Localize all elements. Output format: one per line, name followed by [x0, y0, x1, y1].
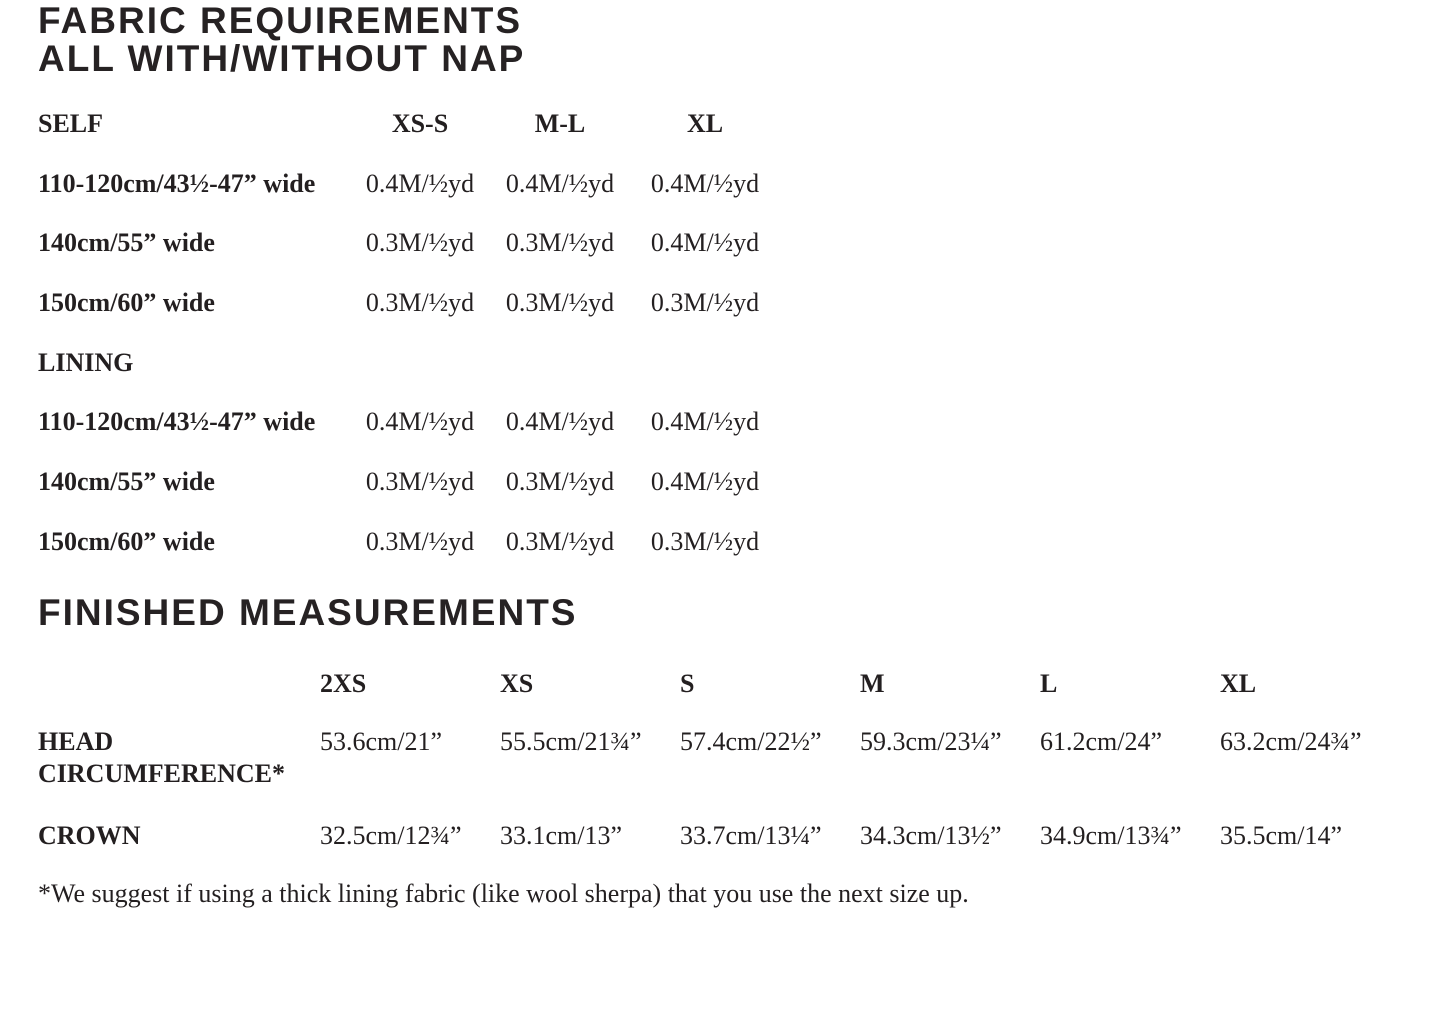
fabric-amount: 0.3M/½yd	[505, 228, 615, 258]
fabric-amount: 0.3M/½yd	[365, 526, 475, 556]
fabric-amount: 0.4M/½yd	[650, 228, 760, 258]
crown-row: CROWN 32.5cm/12¾” 33.1cm/13” 33.7cm/13¼”…	[38, 820, 1445, 852]
fabric-amount: 0.3M/½yd	[365, 466, 475, 496]
size-header-xl: XL	[686, 108, 724, 138]
section-header-self: SELF	[38, 108, 104, 138]
measurement-label: CROWN	[38, 820, 141, 850]
measurement-value: 34.3cm/13½”	[860, 820, 1002, 850]
fabric-amount: 0.3M/½yd	[505, 287, 615, 317]
fabric-requirements-title-line2: ALL WITH/WITHOUT NAP	[38, 38, 526, 79]
fabric-amount: 0.3M/½yd	[365, 228, 475, 258]
size-header-xs-s: XS-S	[391, 108, 449, 138]
fabric-width-label: 150cm/60” wide	[38, 526, 215, 556]
measurement-value: 32.5cm/12¾”	[320, 820, 462, 850]
fabric-amount: 0.4M/½yd	[505, 168, 615, 198]
measurement-label: HEAD CIRCUMFERENCE*	[38, 726, 285, 788]
fabric-requirements-title-line1: FABRIC REQUIREMENTS	[38, 0, 523, 41]
fabric-amount: 0.3M/½yd	[505, 466, 615, 496]
size-header-xs: XS	[500, 668, 534, 698]
fabric-amount: 0.4M/½yd	[650, 466, 760, 496]
fabric-width-label: 110-120cm/43½-47” wide	[38, 407, 316, 437]
fabric-amount: 0.4M/½yd	[505, 407, 615, 437]
measurement-value: 33.7cm/13¼”	[680, 820, 822, 850]
fabric-amount: 0.4M/½yd	[650, 407, 760, 437]
fabric-amount: 0.3M/½yd	[505, 526, 615, 556]
size-header-m-l: M-L	[534, 108, 586, 138]
measurement-value: 63.2cm/24¾”	[1220, 726, 1362, 756]
measurement-value: 34.9cm/13¾”	[1040, 820, 1182, 850]
fabric-amount: 0.4M/½yd	[365, 407, 475, 437]
measurement-value: 55.5cm/21¾”	[500, 726, 642, 756]
fabric-amount: 0.3M/½yd	[650, 526, 760, 556]
size-header-2xs: 2XS	[320, 668, 367, 698]
measurement-value: 53.6cm/21”	[320, 726, 443, 756]
measurement-value: 35.5cm/14”	[1220, 820, 1343, 850]
section-header-lining: LINING	[38, 347, 134, 377]
measurement-value: 61.2cm/24”	[1040, 726, 1163, 756]
finished-measurements-header-row: 2XS XS S M L XL	[38, 668, 1445, 700]
measurement-value: 59.3cm/23¼”	[860, 726, 1002, 756]
measurement-value: 57.4cm/22½”	[680, 726, 822, 756]
fabric-requirements-title: FABRIC REQUIREMENTS ALL WITH/WITHOUT NAP	[38, 2, 1445, 78]
fabric-width-label: 140cm/55” wide	[38, 228, 215, 258]
measurement-value: 33.1cm/13”	[500, 820, 623, 850]
fabric-width-label: 110-120cm/43½-47” wide	[38, 168, 316, 198]
head-circumference-row: HEAD CIRCUMFERENCE* 53.6cm/21” 55.5cm/21…	[38, 726, 1445, 790]
fabric-width-label: 150cm/60” wide	[38, 287, 215, 317]
finished-measurements-table: 2XS XS S M L XL HEAD CIRCUMFERENCE* 53.6…	[38, 668, 1445, 852]
size-header-m: M	[860, 668, 885, 698]
size-header-l: L	[1040, 668, 1058, 698]
fabric-amount: 0.3M/½yd	[365, 287, 475, 317]
fabric-requirements-table: SELF XS-S M-L XL 110-120cm/43½-47” wide …	[38, 94, 1445, 572]
sizing-footnote: *We suggest if using a thick lining fabr…	[38, 878, 969, 908]
finished-measurements-title: FINISHED MEASUREMENTS	[38, 591, 578, 633]
size-header-s: S	[680, 668, 695, 698]
fabric-amount: 0.4M/½yd	[365, 168, 475, 198]
fabric-amount: 0.4M/½yd	[650, 168, 760, 198]
fabric-width-label: 140cm/55” wide	[38, 466, 215, 496]
fabric-amount: 0.3M/½yd	[650, 287, 760, 317]
size-header-xl: XL	[1220, 668, 1257, 698]
